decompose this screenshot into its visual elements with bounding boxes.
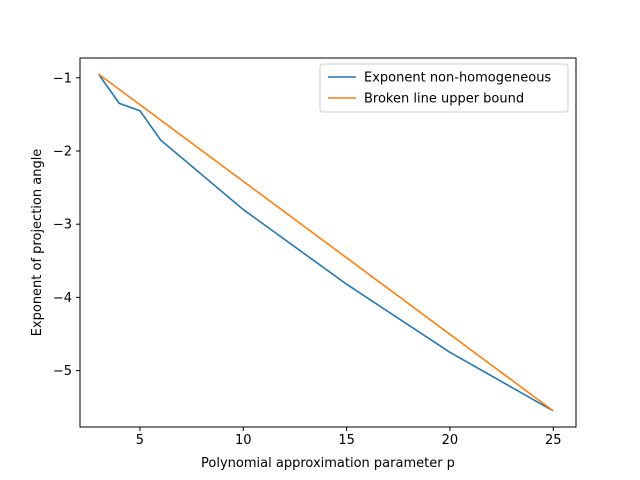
legend-box <box>319 63 569 113</box>
series-layer <box>97 73 554 412</box>
x-tick-label: 15 <box>338 433 355 448</box>
x-axis-label: Polynomial approximation parameter p <box>201 456 455 471</box>
y-tick-label: −1 <box>53 71 72 86</box>
y-axis-label: Exponent of projection angle <box>30 149 45 337</box>
plot-area-frame <box>79 57 577 428</box>
y-axis-ticks: −5 −4 −3 −2 −1 <box>53 71 80 379</box>
y-tick-label: −5 <box>53 364 72 379</box>
legend: Exponent non-homogeneous Broken line uppe… <box>319 63 569 113</box>
y-tick-label: −2 <box>53 144 72 159</box>
x-tick-label: 25 <box>545 433 562 448</box>
x-tick-label: 5 <box>136 433 144 448</box>
legend-label-1: Exponent non-homogeneous <box>364 71 551 86</box>
series-line-2 <box>98 73 554 412</box>
series-line-1 <box>97 73 554 412</box>
x-tick-label: 20 <box>442 433 459 448</box>
x-tick-label: 10 <box>235 433 252 448</box>
x-axis-ticks: 5 10 15 20 25 <box>136 427 562 448</box>
legend-label-2: Broken line upper bound <box>364 92 524 107</box>
y-tick-label: −4 <box>53 291 72 306</box>
y-tick-label: −3 <box>53 218 72 233</box>
